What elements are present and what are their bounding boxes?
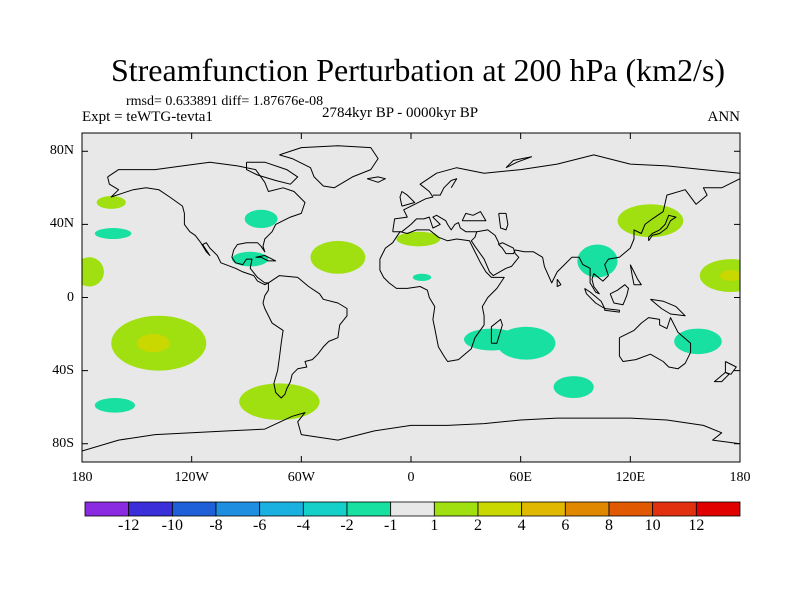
coastline-south-america bbox=[262, 275, 348, 399]
coastline-australia bbox=[618, 317, 692, 370]
y-tick-label: 0 bbox=[67, 289, 74, 305]
x-tick-label: 180 bbox=[71, 470, 93, 485]
anomaly-south-indian-ocean-2 bbox=[553, 376, 594, 399]
colorbar-label: 1 bbox=[430, 517, 439, 534]
coastline-new-zealand bbox=[724, 361, 737, 375]
plot-background bbox=[82, 133, 740, 462]
coastline-antarctica bbox=[82, 412, 740, 452]
anomaly-south-pacific-core bbox=[136, 334, 170, 353]
colorbar bbox=[84, 501, 741, 517]
rmsd-stats: rmsd= 0.633891 diff= 1.87676e-08 bbox=[126, 94, 324, 109]
season-label: ANN bbox=[707, 109, 741, 125]
coastline-eurasia bbox=[392, 154, 740, 295]
colorbar-label: -2 bbox=[340, 517, 354, 534]
coastline-arabia-sea-link bbox=[476, 229, 500, 245]
colorbar-swatch bbox=[302, 501, 348, 517]
coastline-caspian bbox=[498, 212, 509, 231]
colorbar-swatch bbox=[433, 501, 479, 517]
anomaly-south-china bbox=[577, 244, 618, 278]
anomaly-regions bbox=[82, 196, 740, 420]
coastline-madagascar bbox=[490, 318, 503, 344]
colorbar-label: 12 bbox=[688, 517, 705, 534]
colorbar-swatch bbox=[346, 501, 392, 517]
period-label: 2784kyr BP - 0000kyr BP bbox=[322, 105, 479, 121]
colorbar-swatch bbox=[608, 501, 654, 517]
anomaly-east-australia bbox=[674, 328, 722, 355]
x-tick-label: 0 bbox=[407, 470, 415, 485]
colorbar-swatch bbox=[128, 501, 173, 517]
x-tick-label: 60W bbox=[287, 470, 315, 485]
x-tick-label: 120E bbox=[615, 470, 646, 485]
x-tick-label: 60E bbox=[509, 470, 532, 485]
y-tick-label: 40S bbox=[52, 362, 74, 378]
colorbar-label: 8 bbox=[605, 517, 613, 534]
colorbar-label: -4 bbox=[296, 517, 310, 534]
coastline-java bbox=[604, 308, 620, 313]
coastline-africa bbox=[379, 229, 505, 362]
colorbar-swatch bbox=[259, 501, 304, 517]
coastline-india-lanka bbox=[556, 278, 562, 287]
anomaly-hawaii bbox=[94, 228, 132, 240]
coastline-iceland bbox=[366, 176, 386, 183]
anomaly-west-pacific-core bbox=[719, 270, 740, 282]
coastline-new-zealand-south bbox=[713, 371, 730, 383]
coastline-britain bbox=[399, 191, 416, 207]
coastline-cuba bbox=[255, 255, 277, 262]
y-tick-label: 80S bbox=[52, 435, 74, 451]
colorbar-swatch bbox=[521, 501, 566, 517]
anomaly-east-pacific-edge bbox=[82, 257, 104, 287]
anomaly-west-africa bbox=[412, 273, 432, 282]
colorbar-swatch bbox=[652, 501, 697, 517]
colorbar-label: -12 bbox=[117, 517, 140, 534]
coastline-novaya-zemlya bbox=[505, 156, 533, 169]
coastline-scandinavia-baltic bbox=[432, 178, 458, 196]
x-tick-label: 180 bbox=[729, 470, 751, 485]
coastline-black-sea bbox=[461, 211, 487, 222]
colorbar-swatch bbox=[84, 501, 130, 517]
coastline-greenland bbox=[279, 145, 379, 189]
y-tick-label: 40N bbox=[49, 216, 74, 232]
coastline-north-america bbox=[107, 161, 306, 286]
chart-title: Streamfunction Perturbation at 200 hPa (… bbox=[110, 52, 726, 88]
colorbar-label: -10 bbox=[161, 517, 183, 534]
coastline-japan bbox=[648, 214, 677, 242]
colorbar-swatch bbox=[695, 501, 741, 517]
anomaly-north-africa bbox=[396, 231, 441, 247]
colorbar-label: 6 bbox=[561, 517, 570, 534]
anomaly-great-lakes bbox=[244, 209, 278, 229]
colorbar-swatch bbox=[564, 501, 610, 517]
x-tick-label: 120W bbox=[174, 470, 209, 485]
colorbar-swatch bbox=[171, 501, 217, 517]
coastlines bbox=[82, 145, 740, 452]
y-tick-label: 80N bbox=[49, 143, 74, 159]
colorbar-label: 2 bbox=[474, 517, 482, 534]
anomaly-southern-south-america bbox=[239, 383, 320, 420]
axis-ticks bbox=[81, 133, 741, 462]
anomaly-central-atlantic bbox=[310, 240, 366, 274]
coastline-baffin bbox=[246, 161, 299, 185]
colorbar-swatch bbox=[390, 501, 435, 517]
colorbar-swatch bbox=[215, 501, 261, 517]
anomaly-south-indian-ocean bbox=[496, 326, 556, 360]
anomaly-north-pacific bbox=[96, 196, 126, 209]
colorbar-label: 4 bbox=[517, 517, 526, 534]
colorbar-swatch bbox=[477, 501, 523, 517]
experiment-label: Expt = teWTG-tevta1 bbox=[82, 109, 213, 125]
colorbar-label: -1 bbox=[383, 517, 398, 534]
coastline-philippines bbox=[629, 264, 642, 286]
colorbar-label: -6 bbox=[252, 517, 267, 534]
colorbar-label: -8 bbox=[209, 517, 223, 534]
coastline-borneo bbox=[609, 284, 629, 306]
colorbar-label: 10 bbox=[644, 517, 661, 534]
coastline-new-guinea bbox=[650, 298, 686, 317]
anomaly-far-south-pacific bbox=[94, 398, 136, 413]
